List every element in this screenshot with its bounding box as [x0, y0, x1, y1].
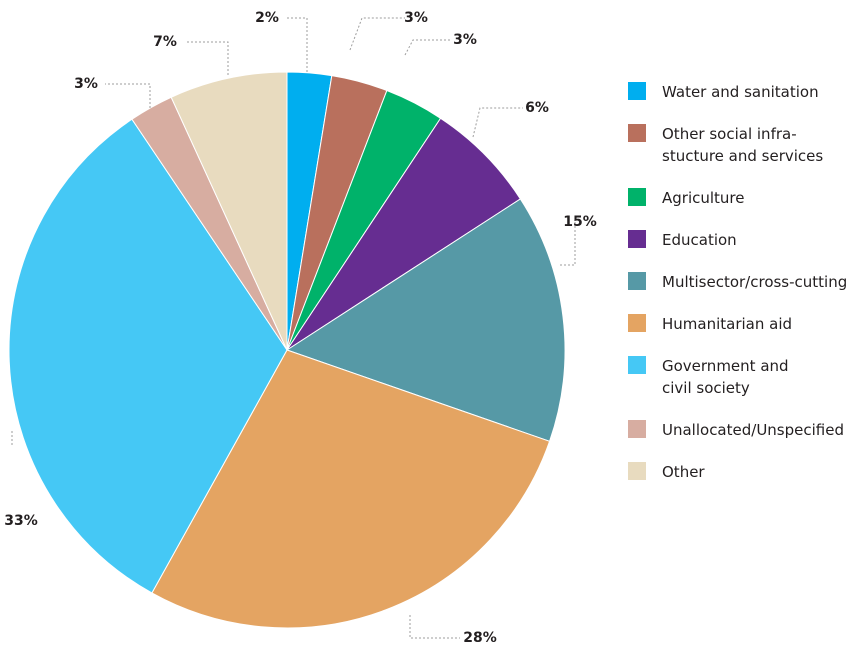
- pie-slice-other: [170, 71, 288, 351]
- legend-swatch-unallocated-unspecified: [628, 420, 646, 438]
- legend-swatch-other-social-infra-stucture-and-services: [628, 124, 646, 142]
- legend: Water and sanitation Other social infra-s…: [628, 82, 847, 481]
- percentage-label-multisector-cross-cutting: 15%: [563, 214, 597, 230]
- legend-swatch-government-and-civil-society: [628, 356, 646, 374]
- pie-slices: [8, 71, 566, 629]
- label-leader-lines: [11, 17, 576, 639]
- leader-line-education: [472, 107, 523, 138]
- legend-swatch-water-and-sanitation: [628, 82, 646, 100]
- percentage-label-education: 6%: [525, 100, 549, 116]
- leader-line-other-social-infra-stucture-and-services: [349, 17, 405, 51]
- percentage-label-unallocated-unspecified: 3%: [74, 76, 98, 92]
- legend-item-water-and-sanitation: Water and sanitation: [628, 82, 819, 101]
- legend-label-multisector-cross-cutting: Multisector/cross-cutting: [662, 273, 847, 291]
- legend-item-humanitarian-aid: Humanitarian aid: [628, 314, 792, 333]
- legend-item-multisector-cross-cutting: Multisector/cross-cutting: [628, 272, 847, 291]
- percentage-label-water-and-sanitation: 2%: [255, 10, 279, 26]
- legend-swatch-agriculture: [628, 188, 646, 206]
- leader-line-unallocated-unspecified: [105, 83, 151, 108]
- percentage-label-humanitarian-aid: 28%: [463, 630, 497, 646]
- pie-slice-humanitarian-aid: [151, 349, 551, 629]
- leader-line-other: [185, 41, 229, 75]
- percentage-labels: 2% 3% 3% 6% 15% 28% 33% 3% 7%: [4, 10, 597, 646]
- legend-swatch-education: [628, 230, 646, 248]
- percentage-label-agriculture: 3%: [453, 32, 477, 48]
- percentage-label-government-and-civil-society: 33%: [4, 513, 38, 529]
- legend-label-education: Education: [662, 231, 737, 249]
- percentage-label-other: 7%: [153, 34, 177, 50]
- legend-item-other-social-infra-stucture-and-services: Other social infra-stucture and services: [628, 124, 823, 165]
- legend-swatch-other: [628, 462, 646, 480]
- legend-label-humanitarian-aid: Humanitarian aid: [662, 315, 792, 333]
- legend-label-government-and-civil-society-line-1: Government and: [662, 357, 789, 375]
- legend-item-education: Education: [628, 230, 737, 249]
- pie-slice-government-and-civil-society: [8, 118, 288, 594]
- legend-swatch-multisector-cross-cutting: [628, 272, 646, 290]
- legend-label-government-and-civil-society-line-2: civil society: [662, 379, 750, 397]
- pie-slice-multisector-cross-cutting: [285, 198, 566, 442]
- legend-item-government-and-civil-society: Government and civil society: [628, 356, 789, 397]
- legend-item-agriculture: Agriculture: [628, 188, 745, 207]
- legend-label-water-and-sanitation: Water and sanitation: [662, 83, 819, 101]
- legend-swatch-humanitarian-aid: [628, 314, 646, 332]
- legend-label-agriculture: Agriculture: [662, 189, 745, 207]
- percentage-label-other-social-infra-stucture-and-services: 3%: [404, 10, 428, 26]
- leader-line-multisector-cross-cutting: [560, 220, 576, 266]
- legend-label-unallocated-unspecified: Unallocated/Unspecified: [662, 421, 844, 439]
- legend-label-other-social-infra-stucture-and-services-line-2: stucture and services: [662, 147, 823, 165]
- leader-line-agriculture: [404, 39, 452, 56]
- legend-item-unallocated-unspecified: Unallocated/Unspecified: [628, 420, 844, 439]
- legend-label-other: Other: [662, 463, 705, 481]
- pie-slice-education: [286, 117, 522, 351]
- legend-item-other: Other: [628, 462, 705, 481]
- legend-label-other-social-infra-stucture-and-services-line-1: Other social infra-: [662, 125, 797, 143]
- leader-line-humanitarian-aid: [409, 615, 460, 639]
- leader-line-water-and-sanitation: [286, 17, 308, 72]
